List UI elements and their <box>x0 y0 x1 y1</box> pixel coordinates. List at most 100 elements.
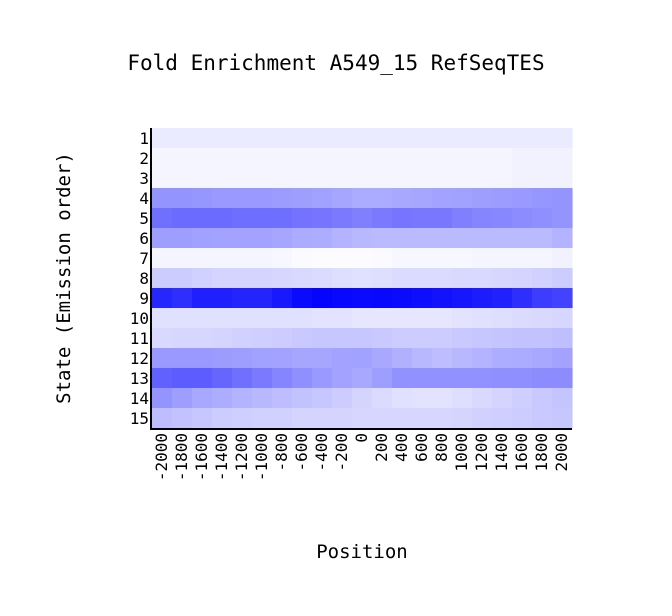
heatmap-cell <box>492 128 513 149</box>
x-tick-labels: -2000 -1800 -1600 -1400 -1200 -1000 -800 -600 -4… <box>152 433 571 481</box>
heatmap-cell <box>152 328 173 349</box>
heatmap-cell <box>552 408 573 429</box>
y-tick-label: 12 <box>130 349 149 368</box>
heatmap-cell <box>232 288 253 309</box>
heatmap-cell <box>472 128 493 149</box>
heatmap-cell <box>412 148 433 169</box>
heatmap-cell <box>312 368 333 389</box>
heatmap-cell <box>212 368 233 389</box>
heatmap-cell <box>152 128 173 149</box>
heatmap-cell <box>512 308 533 329</box>
heatmap-cell <box>392 128 413 149</box>
heatmap-cell <box>152 228 173 249</box>
heatmap-cell <box>192 288 213 309</box>
heatmap-cell <box>372 188 393 209</box>
heatmap-cell <box>492 188 513 209</box>
heatmap-cell <box>432 328 453 349</box>
heatmap-cell <box>352 368 373 389</box>
heatmap-cell <box>212 388 233 409</box>
heatmap-cell <box>512 328 533 349</box>
heatmap-cell <box>512 388 533 409</box>
heatmap-cell <box>192 208 213 229</box>
heatmap-cell <box>312 168 333 189</box>
heatmap-cell <box>292 348 313 369</box>
heatmap-cell <box>392 208 413 229</box>
heatmap-cell <box>232 248 253 269</box>
heatmap-cell <box>252 288 273 309</box>
heatmap-cell <box>412 268 433 289</box>
heatmap-cell <box>452 248 473 269</box>
x-tick-label: 0 <box>352 433 371 443</box>
heatmap-cell <box>372 168 393 189</box>
heatmap-cell <box>412 308 433 329</box>
heatmap-cell <box>552 208 573 229</box>
heatmap-cell <box>312 328 333 349</box>
heatmap-cell <box>192 268 213 289</box>
heatmap-cell <box>372 148 393 169</box>
heatmap-cell <box>192 368 213 389</box>
heatmap-cell <box>312 208 333 229</box>
heatmap-cell <box>212 148 233 169</box>
heatmap-cell <box>452 268 473 289</box>
heatmap-cell <box>472 308 493 329</box>
heatmap-cell <box>452 328 473 349</box>
heatmap-cell <box>352 308 373 329</box>
heatmap-cell <box>212 288 233 309</box>
heatmap-cell <box>532 168 553 189</box>
heatmap-cell <box>452 148 473 169</box>
heatmap-cell <box>492 348 513 369</box>
heatmap-cell <box>412 388 433 409</box>
heatmap-cell <box>172 348 193 369</box>
heatmap-cell <box>252 148 273 169</box>
heatmap-cell <box>272 368 293 389</box>
heatmap-cell <box>452 388 473 409</box>
heatmap-cell <box>412 188 433 209</box>
heatmap-cell <box>312 388 333 409</box>
heatmap-cell <box>292 368 313 389</box>
heatmap-cell <box>492 208 513 229</box>
heatmap-cell <box>332 168 353 189</box>
heatmap-cell <box>232 368 253 389</box>
heatmap-cell <box>452 348 473 369</box>
heatmap-cell <box>392 168 413 189</box>
heatmap-cell <box>272 308 293 329</box>
heatmap-cell <box>552 248 573 269</box>
heatmap-cell <box>212 348 233 369</box>
heatmap-cell <box>492 168 513 189</box>
y-tick-label: 7 <box>139 249 149 268</box>
y-tick-label: 13 <box>130 369 149 388</box>
heatmap-cell <box>272 348 293 369</box>
heatmap-cell <box>212 328 233 349</box>
heatmap-cell <box>252 228 273 249</box>
heatmap-cell <box>332 388 353 409</box>
y-tick-label: 3 <box>139 169 149 188</box>
heatmap-cell <box>172 268 193 289</box>
heatmap-cell <box>532 148 553 169</box>
heatmap-cell <box>192 128 213 149</box>
heatmap-cell <box>372 228 393 249</box>
heatmap-cell <box>472 268 493 289</box>
heatmap-cell <box>392 348 413 369</box>
heatmap-cell <box>252 188 273 209</box>
y-tick-label: 9 <box>139 289 149 308</box>
heatmap-cell <box>392 388 413 409</box>
heatmap-cell <box>392 308 413 329</box>
heatmap-cell <box>352 248 373 269</box>
y-tick-label: 5 <box>139 209 149 228</box>
heatmap-cell <box>272 388 293 409</box>
heatmap-cell <box>392 368 413 389</box>
chart-title: Fold Enrichment A549_15 RefSeqTES <box>127 51 544 75</box>
heatmap-cell <box>152 188 173 209</box>
heatmap-cell <box>412 408 433 429</box>
heatmap-cell <box>232 148 253 169</box>
heatmap-cell <box>392 328 413 349</box>
heatmap-cell <box>552 148 573 169</box>
heatmap-cell <box>212 268 233 289</box>
heatmap-cell <box>472 188 493 209</box>
heatmap-cell <box>472 148 493 169</box>
heatmap-cell <box>332 308 353 329</box>
heatmap-cell <box>492 308 513 329</box>
heatmap-cell <box>472 388 493 409</box>
heatmap-cell <box>492 248 513 269</box>
heatmap-cell <box>432 308 453 329</box>
